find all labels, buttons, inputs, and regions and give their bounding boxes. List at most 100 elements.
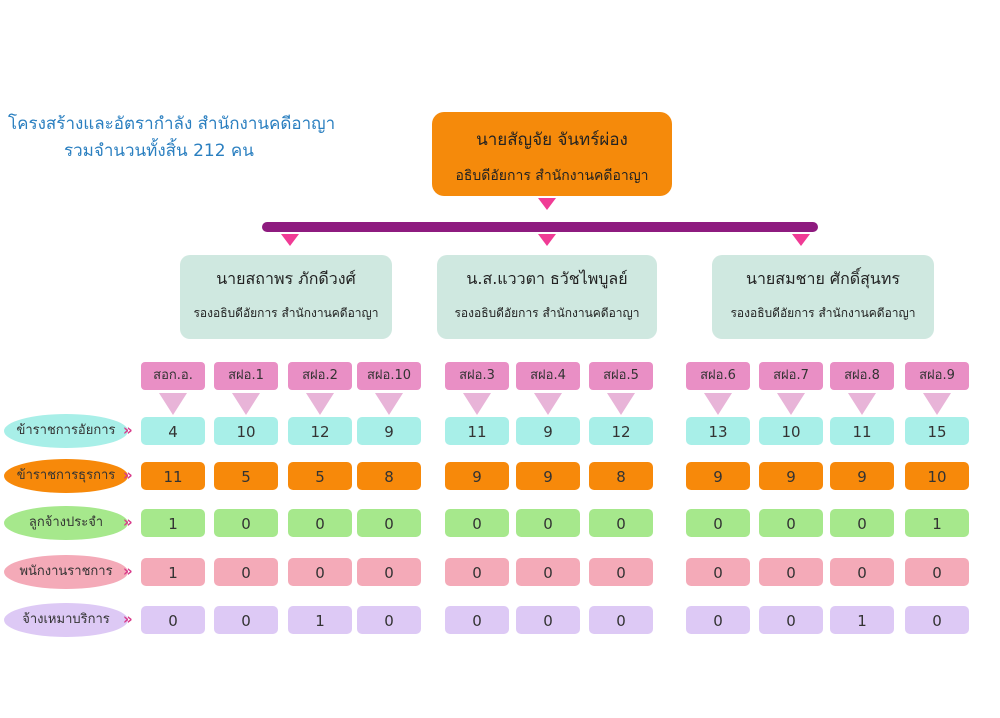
- count-cell: 9: [445, 462, 509, 490]
- row-label: ข้าราชการธุรการ: [4, 459, 128, 493]
- count-cell: 8: [589, 462, 653, 490]
- count-cell: 0: [759, 606, 823, 634]
- connector-arrow-icon: [281, 234, 299, 246]
- count-cell: 0: [445, 509, 509, 537]
- count-cell: 9: [516, 462, 580, 490]
- count-cell: 0: [589, 606, 653, 634]
- connector-arrow-icon: [792, 234, 810, 246]
- down-arrow-icon: [306, 393, 334, 415]
- double-chevron-right-icon: »: [123, 466, 133, 484]
- count-cell: 5: [288, 462, 352, 490]
- row-label: พนักงานราชการ: [4, 555, 128, 589]
- down-arrow-icon: [232, 393, 260, 415]
- double-chevron-right-icon: »: [123, 610, 133, 628]
- column-header: สฝอ.1: [214, 362, 278, 390]
- count-cell: 0: [830, 558, 894, 586]
- count-cell: 0: [686, 606, 750, 634]
- count-cell: 0: [686, 509, 750, 537]
- deputy-name: น.ส.แววตา ธวัชไพบูลย์: [466, 269, 628, 288]
- chart-subtitle: รวมจำนวนทั้งสิ้น 212 คน: [64, 141, 254, 161]
- column-header: สฝอ.3: [445, 362, 509, 390]
- count-cell: 1: [141, 558, 205, 586]
- count-cell: 0: [445, 558, 509, 586]
- count-cell: 0: [288, 509, 352, 537]
- column-header: สฝอ.10: [357, 362, 421, 390]
- deputy-position: รองอธิบดีอัยการ สำนักงานคดีอาญา: [730, 306, 916, 320]
- count-cell: 11: [830, 417, 894, 445]
- count-cell: 10: [905, 462, 969, 490]
- column-header: สฝอ.4: [516, 362, 580, 390]
- deputy-name: นายสถาพร ภักดีวงศ์: [216, 269, 356, 288]
- count-cell: 12: [589, 417, 653, 445]
- count-cell: 0: [516, 606, 580, 634]
- count-cell: 0: [357, 606, 421, 634]
- count-cell: 0: [214, 509, 278, 537]
- column-header: สฝอ.6: [686, 362, 750, 390]
- count-cell: 11: [445, 417, 509, 445]
- count-cell: 15: [905, 417, 969, 445]
- count-cell: 8: [357, 462, 421, 490]
- count-cell: 9: [357, 417, 421, 445]
- count-cell: 9: [516, 417, 580, 445]
- count-cell: 0: [214, 606, 278, 634]
- down-arrow-icon: [534, 393, 562, 415]
- deputy-box: นายสมชาย ศักดิ์สุนทร รองอธิบดีอัยการ สำน…: [712, 255, 934, 339]
- count-cell: 1: [141, 509, 205, 537]
- count-cell: 0: [759, 509, 823, 537]
- director-position: อธิบดีอัยการ สำนักงานคดีอาญา: [455, 168, 649, 184]
- chart-title: โครงสร้างและอัตรากำลัง สำนักงานคดีอาญา: [8, 114, 336, 134]
- connector-arrow-icon: [538, 198, 556, 210]
- deputy-position: รองอธิบดีอัยการ สำนักงานคดีอาญา: [454, 306, 640, 320]
- deputy-position: รองอธิบดีอัยการ สำนักงานคดีอาญา: [193, 306, 379, 320]
- count-cell: 11: [141, 462, 205, 490]
- count-cell: 9: [686, 462, 750, 490]
- double-chevron-right-icon: »: [123, 513, 133, 531]
- count-cell: 4: [141, 417, 205, 445]
- count-cell: 0: [905, 558, 969, 586]
- column-header: สฝอ.5: [589, 362, 653, 390]
- count-cell: 0: [516, 509, 580, 537]
- column-header: สฝอ.8: [830, 362, 894, 390]
- down-arrow-icon: [159, 393, 187, 415]
- double-chevron-right-icon: »: [123, 421, 133, 439]
- row-label: ข้าราชการอัยการ: [4, 414, 128, 448]
- connector-arrow-icon: [538, 234, 556, 246]
- count-cell: 0: [905, 606, 969, 634]
- count-cell: 9: [759, 462, 823, 490]
- column-header: สอก.อ.: [141, 362, 205, 390]
- count-cell: 0: [214, 558, 278, 586]
- down-arrow-icon: [607, 393, 635, 415]
- count-cell: 10: [214, 417, 278, 445]
- row-label: จ้างเหมาบริการ: [4, 603, 128, 637]
- count-cell: 0: [686, 558, 750, 586]
- column-header: สฝอ.7: [759, 362, 823, 390]
- count-cell: 1: [905, 509, 969, 537]
- deputy-name: นายสมชาย ศักดิ์สุนทร: [746, 269, 900, 288]
- director-name: นายสัญจัย จันทร์ผ่อง: [476, 130, 628, 150]
- count-cell: 0: [445, 606, 509, 634]
- director-box: นายสัญจัย จันทร์ผ่อง อธิบดีอัยการ สำนักง…: [432, 112, 672, 196]
- down-arrow-icon: [704, 393, 732, 415]
- deputy-box: นายสถาพร ภักดีวงศ์ รองอธิบดีอัยการ สำนัก…: [180, 255, 392, 339]
- count-cell: 0: [830, 509, 894, 537]
- row-label: ลูกจ้างประจำ: [4, 506, 128, 540]
- count-cell: 0: [288, 558, 352, 586]
- connector-bar: [262, 222, 818, 232]
- count-cell: 0: [357, 558, 421, 586]
- deputy-box: น.ส.แววตา ธวัชไพบูลย์ รองอธิบดีอัยการ สำ…: [437, 255, 657, 339]
- count-cell: 0: [141, 606, 205, 634]
- count-cell: 1: [288, 606, 352, 634]
- down-arrow-icon: [923, 393, 951, 415]
- column-header: สฝอ.2: [288, 362, 352, 390]
- column-header: สฝอ.9: [905, 362, 969, 390]
- count-cell: 5: [214, 462, 278, 490]
- down-arrow-icon: [848, 393, 876, 415]
- down-arrow-icon: [777, 393, 805, 415]
- count-cell: 13: [686, 417, 750, 445]
- count-cell: 12: [288, 417, 352, 445]
- count-cell: 0: [759, 558, 823, 586]
- count-cell: 0: [516, 558, 580, 586]
- count-cell: 0: [589, 558, 653, 586]
- count-cell: 1: [830, 606, 894, 634]
